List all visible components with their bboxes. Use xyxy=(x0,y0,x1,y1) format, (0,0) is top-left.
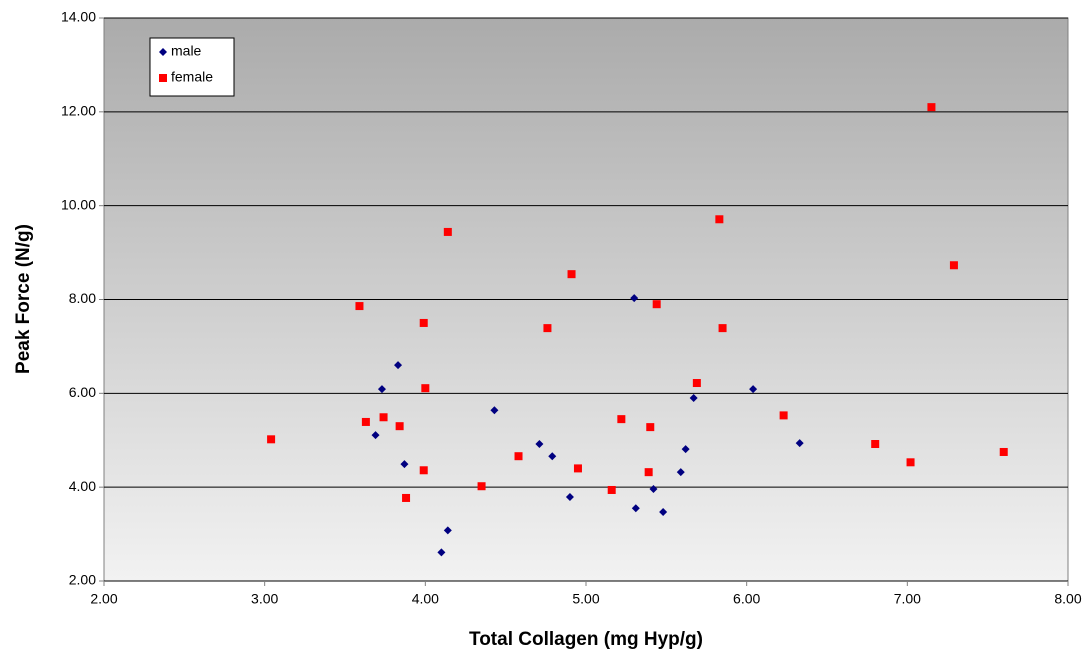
point xyxy=(402,493,411,502)
point xyxy=(377,385,386,394)
x-tick-label: 3.00 xyxy=(251,591,278,607)
y-tick-label: 14.00 xyxy=(61,9,96,25)
point xyxy=(999,447,1008,456)
point xyxy=(630,294,639,303)
y-tick-label: 10.00 xyxy=(61,196,96,212)
point xyxy=(379,413,388,422)
legend-label: female xyxy=(171,69,213,85)
point xyxy=(646,423,655,432)
point xyxy=(617,415,626,424)
point xyxy=(394,361,403,370)
y-tick-label: 2.00 xyxy=(69,572,96,588)
x-tick-label: 4.00 xyxy=(412,591,439,607)
point xyxy=(659,508,668,517)
point xyxy=(652,300,661,309)
x-tick-label: 6.00 xyxy=(733,591,760,607)
x-tick-label: 5.00 xyxy=(572,591,599,607)
point xyxy=(567,270,576,279)
point xyxy=(718,324,727,333)
point xyxy=(795,439,804,448)
point xyxy=(644,468,653,477)
point xyxy=(749,385,758,394)
y-tick-label: 12.00 xyxy=(61,103,96,119)
point xyxy=(548,452,557,461)
point xyxy=(535,440,544,449)
point xyxy=(649,485,658,494)
point xyxy=(361,417,370,426)
point xyxy=(490,406,499,415)
legend-marker xyxy=(159,48,167,56)
point xyxy=(400,460,409,469)
point xyxy=(395,422,404,431)
point xyxy=(443,227,452,236)
point xyxy=(477,482,486,491)
y-axis-title: Peak Force (N/g) xyxy=(13,224,34,374)
point xyxy=(371,431,380,440)
point xyxy=(443,526,452,535)
point xyxy=(607,485,616,494)
point xyxy=(715,215,724,224)
point xyxy=(692,379,701,388)
point xyxy=(514,452,523,461)
point xyxy=(419,466,428,475)
legend-marker xyxy=(159,74,167,82)
x-axis-title: Total Collagen (mg Hyp/g) xyxy=(469,629,703,650)
point xyxy=(355,302,364,311)
legend-label: male xyxy=(171,43,202,59)
point xyxy=(681,445,690,454)
point xyxy=(689,394,698,403)
point xyxy=(573,464,582,473)
point xyxy=(871,440,880,449)
point xyxy=(437,548,446,557)
point xyxy=(267,435,276,444)
point xyxy=(949,261,958,270)
legend-box xyxy=(149,37,235,97)
point xyxy=(631,504,640,513)
y-tick-label: 8.00 xyxy=(69,290,96,306)
y-tick-label: 4.00 xyxy=(69,478,96,494)
point xyxy=(906,458,915,467)
point xyxy=(565,493,574,502)
point xyxy=(927,103,936,112)
point xyxy=(421,384,430,393)
point xyxy=(779,411,788,420)
point xyxy=(543,324,552,333)
point xyxy=(676,468,685,477)
x-tick-label: 8.00 xyxy=(1054,591,1081,607)
point xyxy=(419,318,428,327)
y-tick-label: 6.00 xyxy=(69,384,96,400)
x-tick-label: 2.00 xyxy=(90,591,117,607)
x-tick-label: 7.00 xyxy=(894,591,921,607)
